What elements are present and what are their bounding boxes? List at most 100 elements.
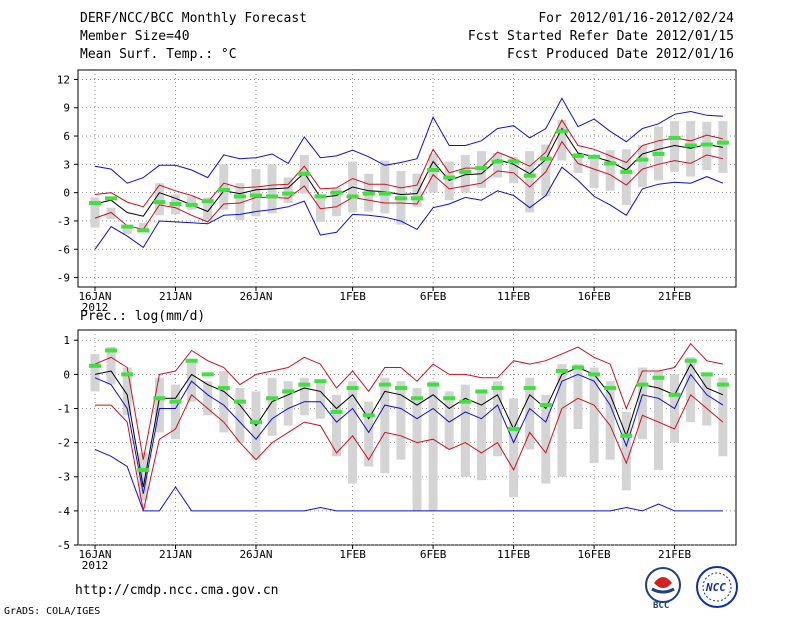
ensemble-box (332, 394, 341, 457)
ensemble-box (605, 381, 615, 460)
x-tick-label-0: 26JAN (239, 290, 272, 303)
observed-marker (684, 143, 697, 148)
observed-marker (604, 161, 617, 166)
y-tick-label-1: 1 (63, 334, 70, 347)
forecast-started: Fcst Started Refer Date 2012/01/15 (467, 29, 734, 44)
ensemble-box (106, 207, 116, 220)
ensemble-box (541, 144, 551, 197)
ensemble-box (251, 391, 261, 460)
ensemble-box (396, 381, 406, 460)
ensemble-box (637, 367, 647, 440)
ensemble-box (106, 347, 116, 385)
ensemble-box (348, 381, 358, 484)
ensemble-box (219, 370, 229, 433)
observed-marker (394, 196, 407, 201)
y-tick-label-1: -1 (57, 402, 70, 415)
observed-marker (620, 169, 633, 174)
chart-title: DERF/NCC/BCC Monthly Forecast (80, 11, 307, 26)
spread-lower-line (95, 393, 724, 512)
x-tick-label-1: 16FEB (578, 548, 611, 561)
observed-marker (298, 382, 311, 387)
spread-lower-line (94, 140, 724, 230)
observed-marker (539, 156, 552, 161)
observed-marker (282, 389, 295, 394)
observed-marker (459, 399, 472, 404)
x-tick-label-0: 16FEB (578, 290, 611, 303)
observed-marker (507, 426, 520, 431)
observed-marker (362, 413, 375, 418)
ensemble-box (589, 157, 599, 188)
ensemble-box (412, 173, 422, 207)
observed-marker (572, 365, 584, 370)
envelope-upper-line (94, 97, 723, 184)
observed-marker (588, 372, 601, 377)
observed-marker (121, 372, 134, 377)
observed-marker (233, 194, 246, 199)
observed-marker (411, 396, 423, 401)
ensemble-box (573, 364, 583, 429)
y-tick-label-1: -4 (57, 505, 71, 518)
observed-marker (507, 159, 520, 164)
observed-marker (217, 187, 230, 192)
x-tick-label-0: 6FEB (420, 290, 447, 303)
ensemble-box (460, 384, 470, 477)
observed-marker (250, 193, 262, 198)
observed-marker (443, 396, 456, 401)
ensemble-box (235, 183, 245, 221)
observed-marker (411, 196, 423, 201)
ensemble-box (557, 364, 567, 477)
observed-marker (250, 420, 262, 425)
ensemble-box (621, 149, 631, 205)
observed-marker (604, 386, 617, 391)
ensemble-box (493, 153, 502, 178)
observed-marker (636, 157, 649, 162)
observed-marker (652, 375, 665, 380)
observed-marker (716, 140, 729, 145)
observed-marker (588, 154, 601, 159)
x-tick-label-1: 21JAN (159, 548, 192, 561)
ensemble-box (509, 156, 519, 184)
ensemble-box (621, 411, 631, 491)
observed-marker (169, 399, 182, 404)
ensemble-box (654, 370, 663, 470)
y-tick-label-1: -3 (57, 471, 70, 484)
observed-marker (394, 386, 407, 391)
ensemble-box (154, 183, 164, 216)
y-tick-label-1: -2 (57, 437, 70, 450)
ensemble-box (605, 150, 615, 191)
y-tick-label-0: 3 (63, 158, 70, 171)
ensemble-box (380, 377, 390, 474)
ensemble-box (525, 151, 535, 213)
ensemble-box (493, 381, 502, 457)
x-tick-label-1: 1FEB (339, 548, 366, 561)
source-url[interactable]: http://cmdp.ncc.cma.gov.cn (75, 583, 279, 598)
observed-marker (346, 194, 359, 199)
variable-label: Mean Surf. Temp.: °C (80, 47, 237, 62)
observed-marker (684, 358, 697, 363)
grads-credit: GrADS: COLA/IGES (4, 606, 101, 617)
ncc-logo-label: NCC (705, 581, 726, 594)
y-tick-label-0: 0 (63, 187, 70, 200)
x-tick-label-0: 21JAN (159, 290, 192, 303)
observed-marker (491, 386, 504, 391)
ensemble-box (203, 381, 213, 416)
observed-marker (652, 151, 665, 156)
ensemble-box (718, 377, 728, 457)
x-tick-label-1: 11FEB (497, 548, 530, 561)
y-tick-label-0: 12 (57, 73, 70, 86)
observed-marker (330, 190, 343, 195)
observed-marker (523, 173, 536, 178)
observed-marker (314, 194, 327, 199)
ensemble-mean-line (94, 363, 724, 488)
logos: BCC NCC (645, 566, 738, 611)
observed-marker (700, 142, 713, 147)
ensemble-box (444, 391, 454, 450)
ensemble-box (428, 381, 438, 511)
observed-marker (137, 228, 150, 233)
observed-marker (105, 196, 118, 201)
ensemble-box (90, 353, 100, 392)
plot-frame-1 (77, 329, 737, 546)
ensemble-box (154, 377, 164, 433)
observed-marker (555, 129, 568, 134)
ensemble-box (686, 357, 696, 423)
